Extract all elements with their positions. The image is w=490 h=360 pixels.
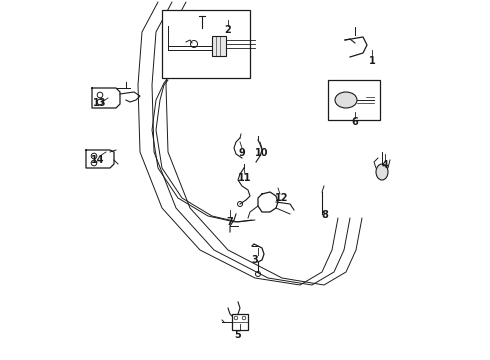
Text: 1: 1 — [368, 56, 375, 66]
Text: 6: 6 — [352, 117, 358, 127]
Bar — [232, 314, 248, 330]
Text: 7: 7 — [226, 217, 233, 227]
Text: 5: 5 — [235, 330, 242, 340]
Text: 14: 14 — [91, 155, 105, 165]
Bar — [328, 80, 380, 120]
Text: 11: 11 — [238, 173, 252, 183]
Text: 12: 12 — [275, 193, 289, 203]
Text: 8: 8 — [321, 210, 328, 220]
Text: 13: 13 — [93, 98, 107, 108]
Text: 3: 3 — [252, 255, 258, 265]
Text: 10: 10 — [255, 148, 269, 158]
Ellipse shape — [335, 92, 357, 108]
Text: 9: 9 — [239, 148, 245, 158]
Ellipse shape — [376, 164, 388, 180]
Text: 2: 2 — [224, 25, 231, 35]
Bar — [212, 36, 226, 56]
Bar — [162, 10, 250, 78]
Text: 4: 4 — [382, 160, 389, 170]
